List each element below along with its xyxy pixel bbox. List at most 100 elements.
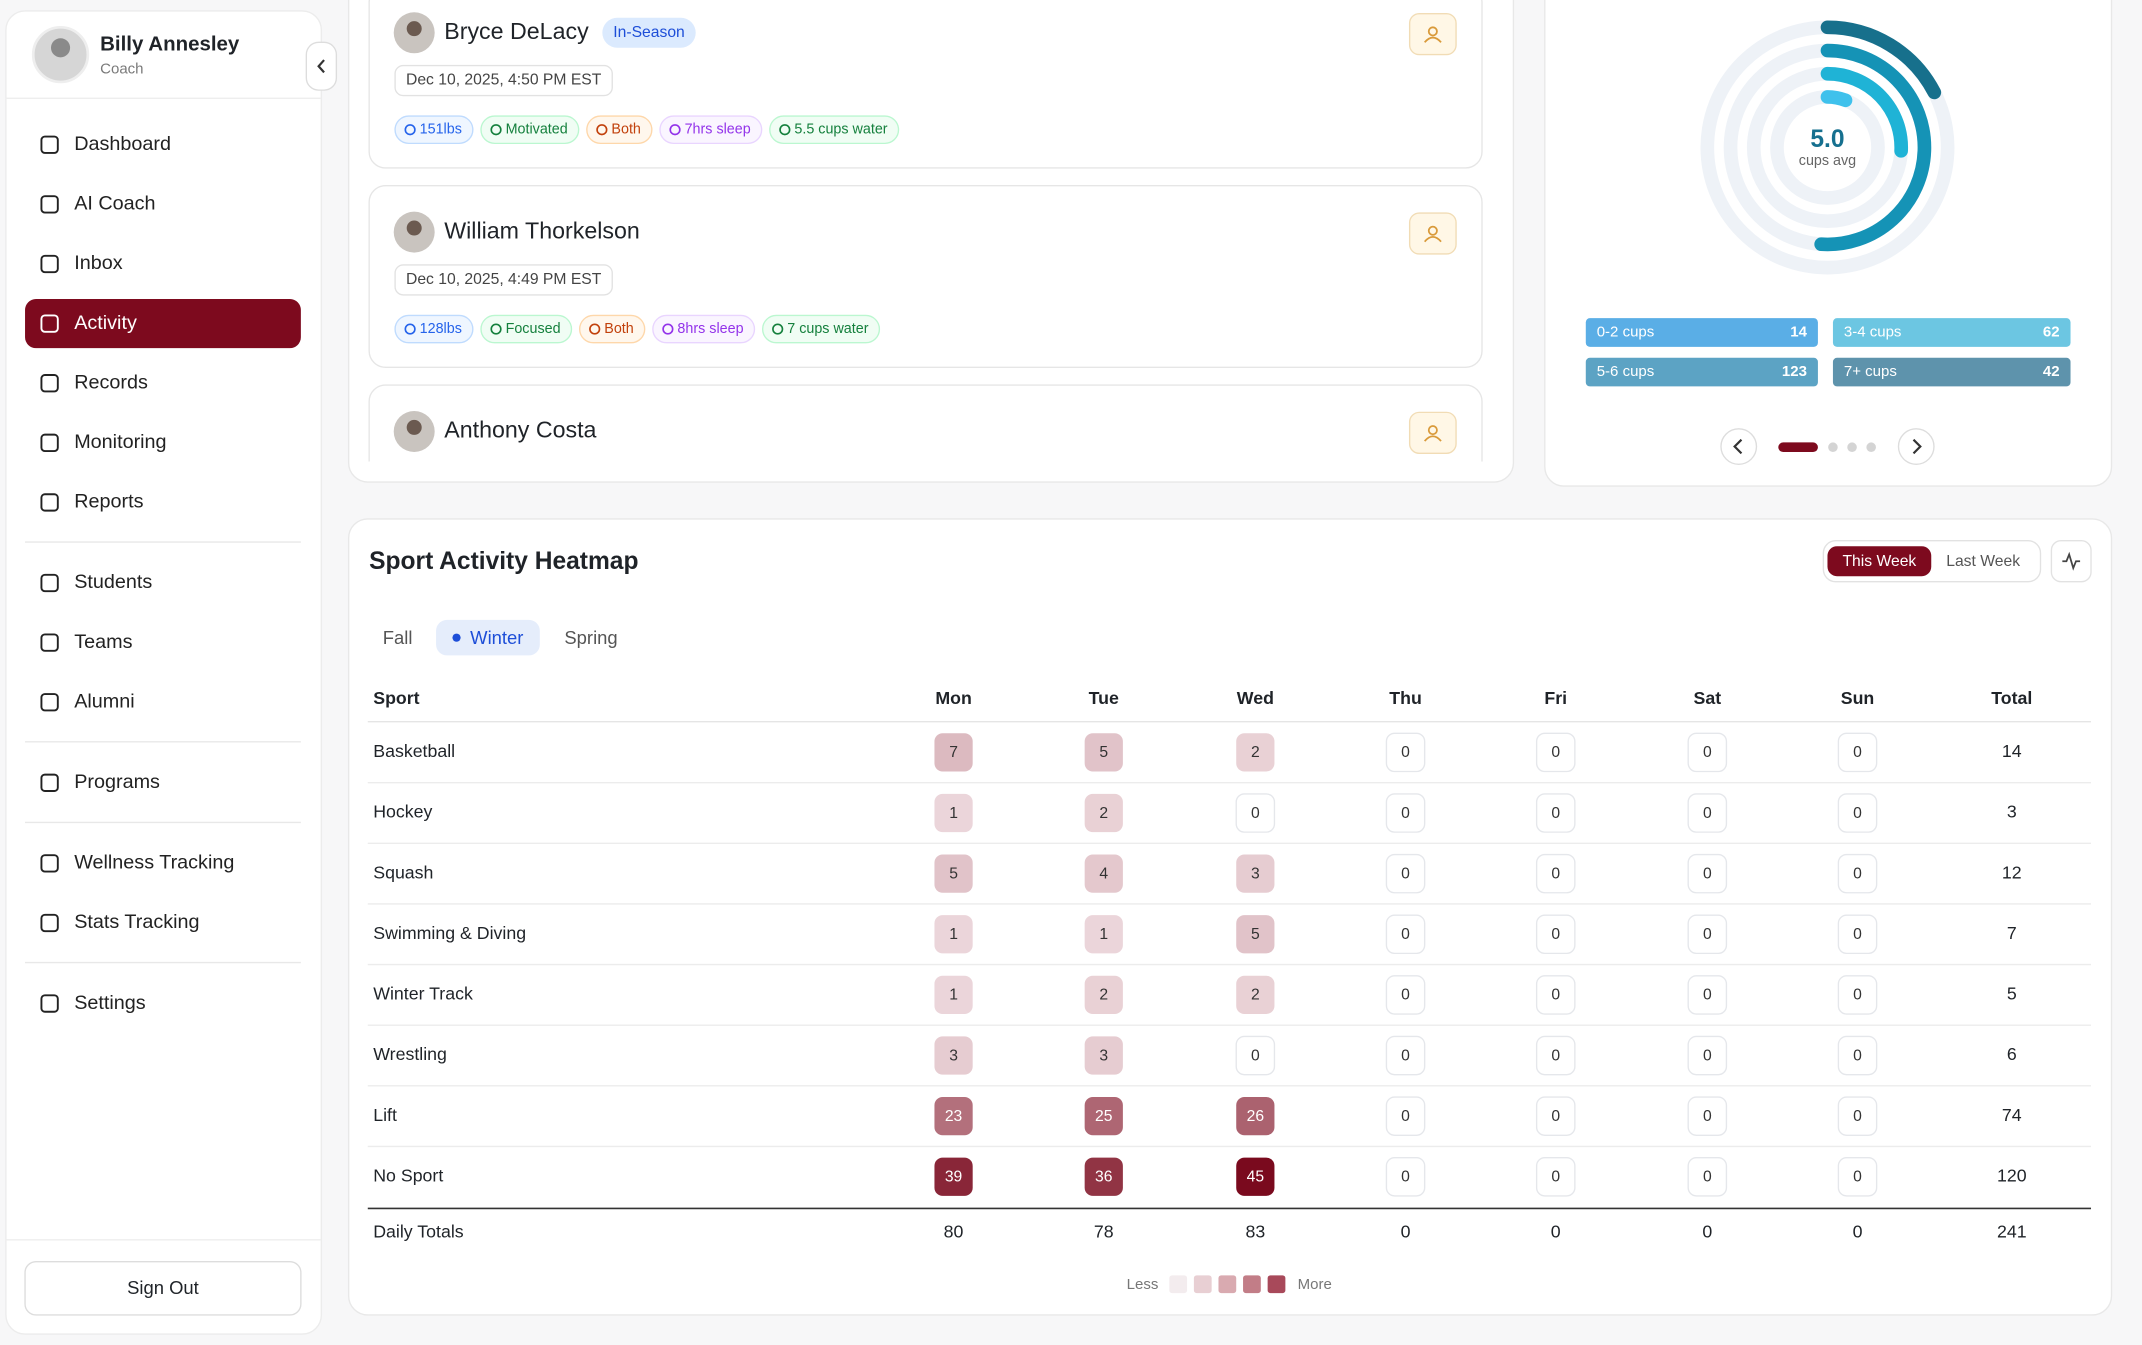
heat-cell xyxy=(934,1036,973,1075)
activity-card[interactable]: Bryce DeLacy In-Season Dec 10, 2025, 4:50 … xyxy=(368,0,1483,169)
tag-chip: 5.5 cups water xyxy=(769,115,900,145)
nav-item[interactable]: Stats Tracking xyxy=(40,911,200,933)
center-label: cups avg xyxy=(1799,153,1856,169)
legend-item: 3-4 cups 62 xyxy=(1832,318,2071,347)
team-button[interactable] xyxy=(1408,12,1457,56)
season-tab[interactable]: Fall xyxy=(383,627,413,648)
season-tab[interactable]: Spring xyxy=(564,627,617,648)
nav-item[interactable]: Wellness Tracking xyxy=(40,852,234,874)
page-dot[interactable] xyxy=(1866,442,1876,452)
heat-value: 4 xyxy=(1099,865,1108,882)
heat-value: 5 xyxy=(949,865,958,882)
legend-label: 3-4 cups xyxy=(1844,323,1902,340)
row-total: 74 xyxy=(2002,1105,2022,1125)
table-row: Wrestling 3 3 0 0 0 0 0 6 xyxy=(367,1035,2092,1087)
heat-cell xyxy=(1385,853,1426,894)
nav-item[interactable]: Records xyxy=(40,371,148,393)
nav-item[interactable]: Inbox xyxy=(40,252,123,274)
nav-icon xyxy=(40,374,59,393)
heat-value: 0 xyxy=(1551,926,1560,943)
sport-name: Hockey xyxy=(373,802,432,822)
heat-value: 7 xyxy=(949,744,958,761)
tag-bg xyxy=(480,115,580,145)
next-button[interactable] xyxy=(1897,428,1935,465)
tag-icon xyxy=(404,124,416,136)
heat-value: 39 xyxy=(945,1169,962,1186)
nav-item[interactable]: Alumni xyxy=(40,690,135,712)
heat-value: 2 xyxy=(1099,987,1108,1004)
heat-value: 3 xyxy=(1251,865,1260,882)
nav-icon xyxy=(40,693,59,712)
week-toggle[interactable]: This Week xyxy=(1827,546,1932,577)
chevron-icon xyxy=(317,59,325,74)
heat-value: 2 xyxy=(1099,805,1108,822)
nav-label: Inbox xyxy=(74,252,123,274)
heat-cell xyxy=(1084,975,1123,1015)
column-header: Sport xyxy=(373,688,419,708)
heat-cell xyxy=(1687,975,1728,1015)
tag-label: Both xyxy=(611,122,641,138)
heat-cell xyxy=(1084,1157,1123,1196)
activity-card[interactable]: Anthony Costa xyxy=(368,384,1483,567)
heat-value: 0 xyxy=(1401,987,1410,1004)
nav-item[interactable]: Settings xyxy=(40,992,146,1014)
week-toggle[interactable]: Last Week xyxy=(1946,553,2020,570)
team-button[interactable] xyxy=(1408,411,1457,455)
nav-label: Activity xyxy=(74,312,137,334)
nav-label: Stats Tracking xyxy=(74,911,199,933)
heat-cell xyxy=(1385,914,1426,955)
heat-cell xyxy=(1687,793,1728,833)
tag-bg xyxy=(652,314,756,344)
legend-label: 7+ cups xyxy=(1844,363,1897,380)
legend-item: 7+ cups 42 xyxy=(1832,357,2071,387)
nav-item[interactable]: Programs xyxy=(40,771,160,793)
heat-cell xyxy=(934,915,973,954)
heat-cell xyxy=(934,733,973,772)
team-button-bg xyxy=(1408,12,1457,56)
legend-swatch xyxy=(1169,1275,1188,1294)
tag-chip: 128lbs xyxy=(394,314,474,344)
heat-cell xyxy=(1385,793,1426,833)
page-dot[interactable] xyxy=(1828,442,1838,452)
season-tab[interactable]: Winter xyxy=(436,619,540,656)
legend-swatch xyxy=(1243,1275,1261,1294)
grand-total: 241 xyxy=(1997,1222,2027,1242)
page-dot[interactable] xyxy=(1847,442,1857,452)
nav-label: AI Coach xyxy=(74,193,155,215)
collapse-button[interactable] xyxy=(305,41,338,91)
heat-cell xyxy=(1535,793,1576,833)
nav-item[interactable]: Reports xyxy=(40,491,144,513)
tag-label: 128lbs xyxy=(420,321,462,337)
team-button[interactable] xyxy=(1408,212,1457,255)
sign-out-button[interactable]: Sign Out xyxy=(24,1261,302,1316)
nav-item[interactable]: Students xyxy=(40,571,152,593)
column-header: Fri xyxy=(1544,688,1567,708)
page-dot-active[interactable] xyxy=(1778,442,1818,452)
daily-total: 0 xyxy=(1551,1222,1561,1242)
tag-bg xyxy=(480,314,573,344)
tag-label: 7 cups water xyxy=(787,321,868,337)
nav-icon xyxy=(40,994,59,1013)
pulse-button[interactable] xyxy=(2050,540,2092,583)
sign-out-label: Sign Out xyxy=(127,1277,199,1298)
timestamp-box xyxy=(394,264,613,296)
pulse-icon xyxy=(2062,551,2081,571)
nav-item[interactable]: Monitoring xyxy=(40,431,167,453)
activity-card[interactable]: William Thorkelson Dec 10, 2025, 4:49 PM … xyxy=(368,185,1483,368)
heat-value: 1 xyxy=(949,805,958,822)
nav-item[interactable]: AI Coach xyxy=(40,193,156,215)
heat-cell xyxy=(1837,1096,1878,1136)
heat-value: 0 xyxy=(1551,865,1560,882)
prev-button[interactable] xyxy=(1720,428,1758,465)
legend-item: 5-6 cups 123 xyxy=(1585,357,1818,387)
nav-item[interactable]: Teams xyxy=(40,631,133,653)
heat-value: 0 xyxy=(1853,926,1862,943)
heat-cell xyxy=(1385,732,1426,773)
nav-item[interactable]: Dashboard xyxy=(40,133,171,155)
heat-value: 0 xyxy=(1401,1047,1410,1064)
heat-cell xyxy=(1535,1096,1576,1136)
nav-item[interactable]: Activity xyxy=(25,299,301,349)
team-button-bg xyxy=(1408,411,1457,455)
legend-swatch xyxy=(1218,1275,1237,1294)
activity-feed: Bryce DeLacy In-Season Dec 10, 2025, 4:50 … xyxy=(347,0,1515,567)
